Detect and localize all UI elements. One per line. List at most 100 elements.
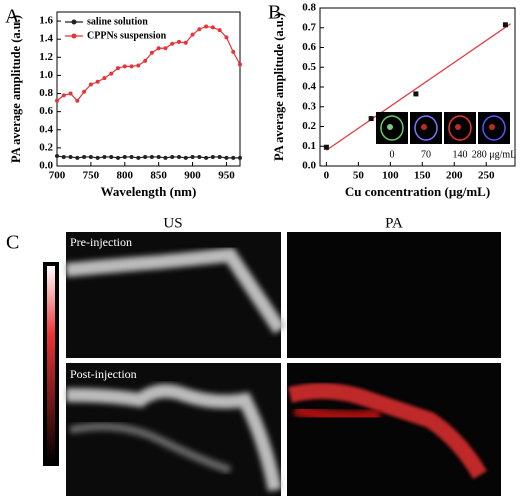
point bbox=[156, 46, 161, 51]
point bbox=[217, 154, 222, 159]
x-tick-label: 200 bbox=[446, 170, 463, 182]
pa-image bbox=[287, 232, 501, 358]
inset-cell bbox=[448, 115, 472, 141]
x-axis-label: Cu concentration (μg/mL) bbox=[345, 184, 490, 199]
inset-cell bbox=[387, 124, 393, 130]
pa-image bbox=[287, 363, 501, 496]
point bbox=[116, 66, 120, 71]
point bbox=[68, 91, 73, 96]
point bbox=[197, 154, 202, 159]
y-tick-label: 0.4 bbox=[302, 81, 316, 93]
point bbox=[183, 155, 188, 160]
column-label: US bbox=[163, 215, 182, 231]
y-tick-label: 0.2 bbox=[302, 120, 316, 132]
point bbox=[129, 64, 134, 69]
point bbox=[122, 64, 127, 69]
point bbox=[190, 154, 195, 159]
point bbox=[75, 98, 80, 103]
inset-cell bbox=[455, 124, 461, 130]
point bbox=[129, 154, 134, 159]
inset-cell bbox=[414, 115, 438, 141]
point bbox=[323, 144, 329, 150]
point bbox=[109, 154, 114, 159]
point bbox=[204, 24, 209, 29]
point bbox=[156, 154, 161, 159]
point bbox=[102, 76, 107, 81]
panel-label: A bbox=[5, 6, 20, 28]
y-tick-label: 0.7 bbox=[302, 21, 316, 33]
legend-marker bbox=[71, 19, 77, 25]
point bbox=[413, 91, 419, 97]
point bbox=[82, 89, 87, 94]
y-tick-label: 0.0 bbox=[39, 160, 53, 172]
point bbox=[102, 154, 107, 159]
column-label: PA bbox=[385, 215, 403, 231]
point bbox=[177, 154, 181, 159]
point bbox=[210, 25, 215, 30]
legend-label: saline solution bbox=[87, 16, 148, 27]
point bbox=[88, 154, 93, 159]
panel-c: C US PA Pre-injection Post-injection bbox=[6, 215, 501, 496]
x-tick-label: 900 bbox=[184, 170, 201, 182]
point bbox=[197, 27, 202, 32]
point bbox=[502, 22, 508, 28]
x-tick-label: 100 bbox=[382, 170, 399, 182]
us-tissue bbox=[69, 422, 232, 474]
inset-cell bbox=[482, 115, 506, 141]
point bbox=[183, 40, 188, 45]
colorbar bbox=[47, 266, 55, 462]
us-tissue bbox=[65, 384, 282, 492]
x-tick-label: 950 bbox=[218, 170, 235, 182]
panel-label: B bbox=[268, 2, 281, 24]
panel-label: C bbox=[6, 232, 19, 254]
point bbox=[75, 155, 80, 160]
row-label: Pre-injection bbox=[70, 235, 132, 249]
y-tick-label: 1.6 bbox=[39, 15, 53, 27]
point bbox=[238, 62, 242, 67]
point bbox=[149, 50, 154, 55]
point bbox=[95, 79, 100, 84]
point bbox=[82, 154, 87, 159]
y-tick-label: 1.0 bbox=[39, 69, 53, 81]
point bbox=[136, 63, 141, 68]
pa-signal bbox=[293, 404, 381, 423]
point bbox=[61, 154, 66, 159]
x-axis-label: Wavelength (nm) bbox=[101, 184, 197, 199]
inset-cell bbox=[421, 124, 427, 130]
point bbox=[204, 155, 209, 160]
point bbox=[61, 93, 66, 98]
point bbox=[116, 155, 120, 160]
y-tick-label: 0.2 bbox=[39, 141, 53, 153]
inset-label: 70 bbox=[421, 149, 431, 160]
x-tick-label: 750 bbox=[83, 170, 100, 182]
legend-label: CPPNs suspension bbox=[87, 30, 167, 41]
point bbox=[217, 28, 222, 33]
series-line bbox=[56, 25, 241, 102]
point bbox=[143, 154, 148, 159]
y-tick-label: 0.8 bbox=[39, 87, 53, 99]
y-tick-label: 0.8 bbox=[302, 2, 316, 14]
point bbox=[163, 155, 168, 160]
y-axis-label: PA average amplitude (a.u.) bbox=[9, 15, 23, 163]
fit-line bbox=[326, 23, 511, 151]
point bbox=[55, 98, 59, 103]
point bbox=[149, 154, 154, 159]
y-axis-label: PA average amplitude (a.u.) bbox=[272, 13, 286, 161]
us-tissue bbox=[65, 247, 286, 334]
y-tick-label: 1.2 bbox=[39, 51, 53, 63]
x-tick-label: 0 bbox=[324, 170, 330, 182]
y-tick-label: 0.1 bbox=[302, 140, 316, 152]
legend-marker bbox=[71, 33, 77, 39]
point bbox=[136, 155, 141, 160]
y-tick-label: 0.4 bbox=[39, 123, 53, 135]
inset-label: 280 μg/mL bbox=[472, 149, 517, 160]
y-tick-label: 0.3 bbox=[302, 100, 316, 112]
point bbox=[68, 154, 73, 159]
us-image bbox=[66, 232, 281, 358]
x-tick-label: 50 bbox=[353, 170, 365, 182]
inset-label: 140 bbox=[453, 149, 468, 160]
point bbox=[231, 49, 236, 54]
point bbox=[143, 58, 148, 63]
x-tick-label: 700 bbox=[49, 170, 66, 182]
